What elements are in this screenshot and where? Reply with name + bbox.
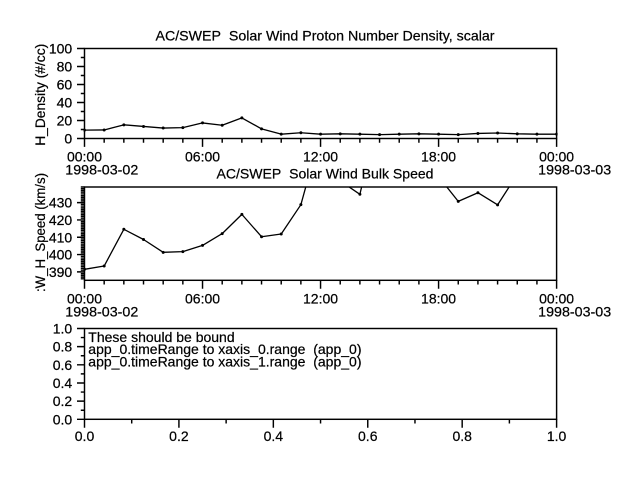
svg-text:00:00: 00:00 [67, 149, 102, 165]
svg-text:1.0: 1.0 [53, 321, 73, 337]
svg-text:0.2: 0.2 [53, 393, 73, 409]
svg-text:0.4: 0.4 [53, 375, 73, 391]
svg-text:AC/SWEP Solar Wind Bulk Speed: AC/SWEP Solar Wind Bulk Speed [217, 166, 434, 182]
svg-text:12:00: 12:00 [303, 149, 338, 165]
svg-text:430: 430 [49, 195, 73, 211]
svg-text:1998-03-03: 1998-03-03 [538, 162, 611, 178]
svg-text:app_0.timeRange to xaxis_1.ran: app_0.timeRange to xaxis_1.range (app_0) [88, 353, 361, 369]
svg-text:These should be bound: These should be bound [88, 329, 234, 345]
svg-text:0.4: 0.4 [264, 428, 284, 444]
svg-text:00:00: 00:00 [539, 149, 574, 165]
svg-text:410: 410 [49, 229, 73, 245]
svg-text:0.6: 0.6 [358, 428, 378, 444]
svg-text:00:00: 00:00 [539, 291, 574, 307]
svg-text:1.0: 1.0 [547, 428, 567, 444]
svg-text:1998-03-02: 1998-03-02 [65, 304, 138, 320]
svg-text:06:00: 06:00 [185, 291, 220, 307]
svg-text:60: 60 [57, 77, 73, 93]
svg-text:0.8: 0.8 [452, 428, 472, 444]
svg-text:40: 40 [57, 95, 73, 111]
svg-text:0: 0 [64, 131, 72, 147]
svg-text:390: 390 [49, 264, 73, 280]
svg-text:app_0.timeRange to xaxis_0.ran: app_0.timeRange to xaxis_0.range (app_0) [88, 341, 361, 357]
svg-text:420: 420 [49, 212, 73, 228]
svg-text:0.0: 0.0 [53, 411, 73, 427]
svg-text:AC/SWEP Solar Wind Proton Num: AC/SWEP Solar Wind Proton Number Density… [156, 28, 495, 44]
svg-text:0.6: 0.6 [53, 357, 73, 373]
svg-text:100: 100 [49, 41, 73, 57]
svg-text:0.2: 0.2 [169, 428, 189, 444]
svg-text:0.0: 0.0 [75, 428, 95, 444]
svg-text:18:00: 18:00 [421, 291, 456, 307]
svg-text:80: 80 [57, 59, 73, 75]
svg-text:18:00: 18:00 [421, 149, 456, 165]
svg-text:00:00: 00:00 [67, 291, 102, 307]
svg-text:12:00: 12:00 [303, 291, 338, 307]
svg-text:1998-03-02: 1998-03-02 [65, 162, 138, 178]
svg-text:20: 20 [57, 113, 73, 129]
svg-text:H_Density (#/cc): H_Density (#/cc) [32, 44, 48, 146]
svg-text:1998-03-03: 1998-03-03 [538, 304, 611, 320]
svg-text:0.8: 0.8 [53, 339, 73, 355]
svg-text::W_H_Speed (km/s): :W_H_Speed (km/s) [32, 173, 48, 292]
svg-text:06:00: 06:00 [185, 149, 220, 165]
svg-text:400: 400 [49, 247, 73, 263]
